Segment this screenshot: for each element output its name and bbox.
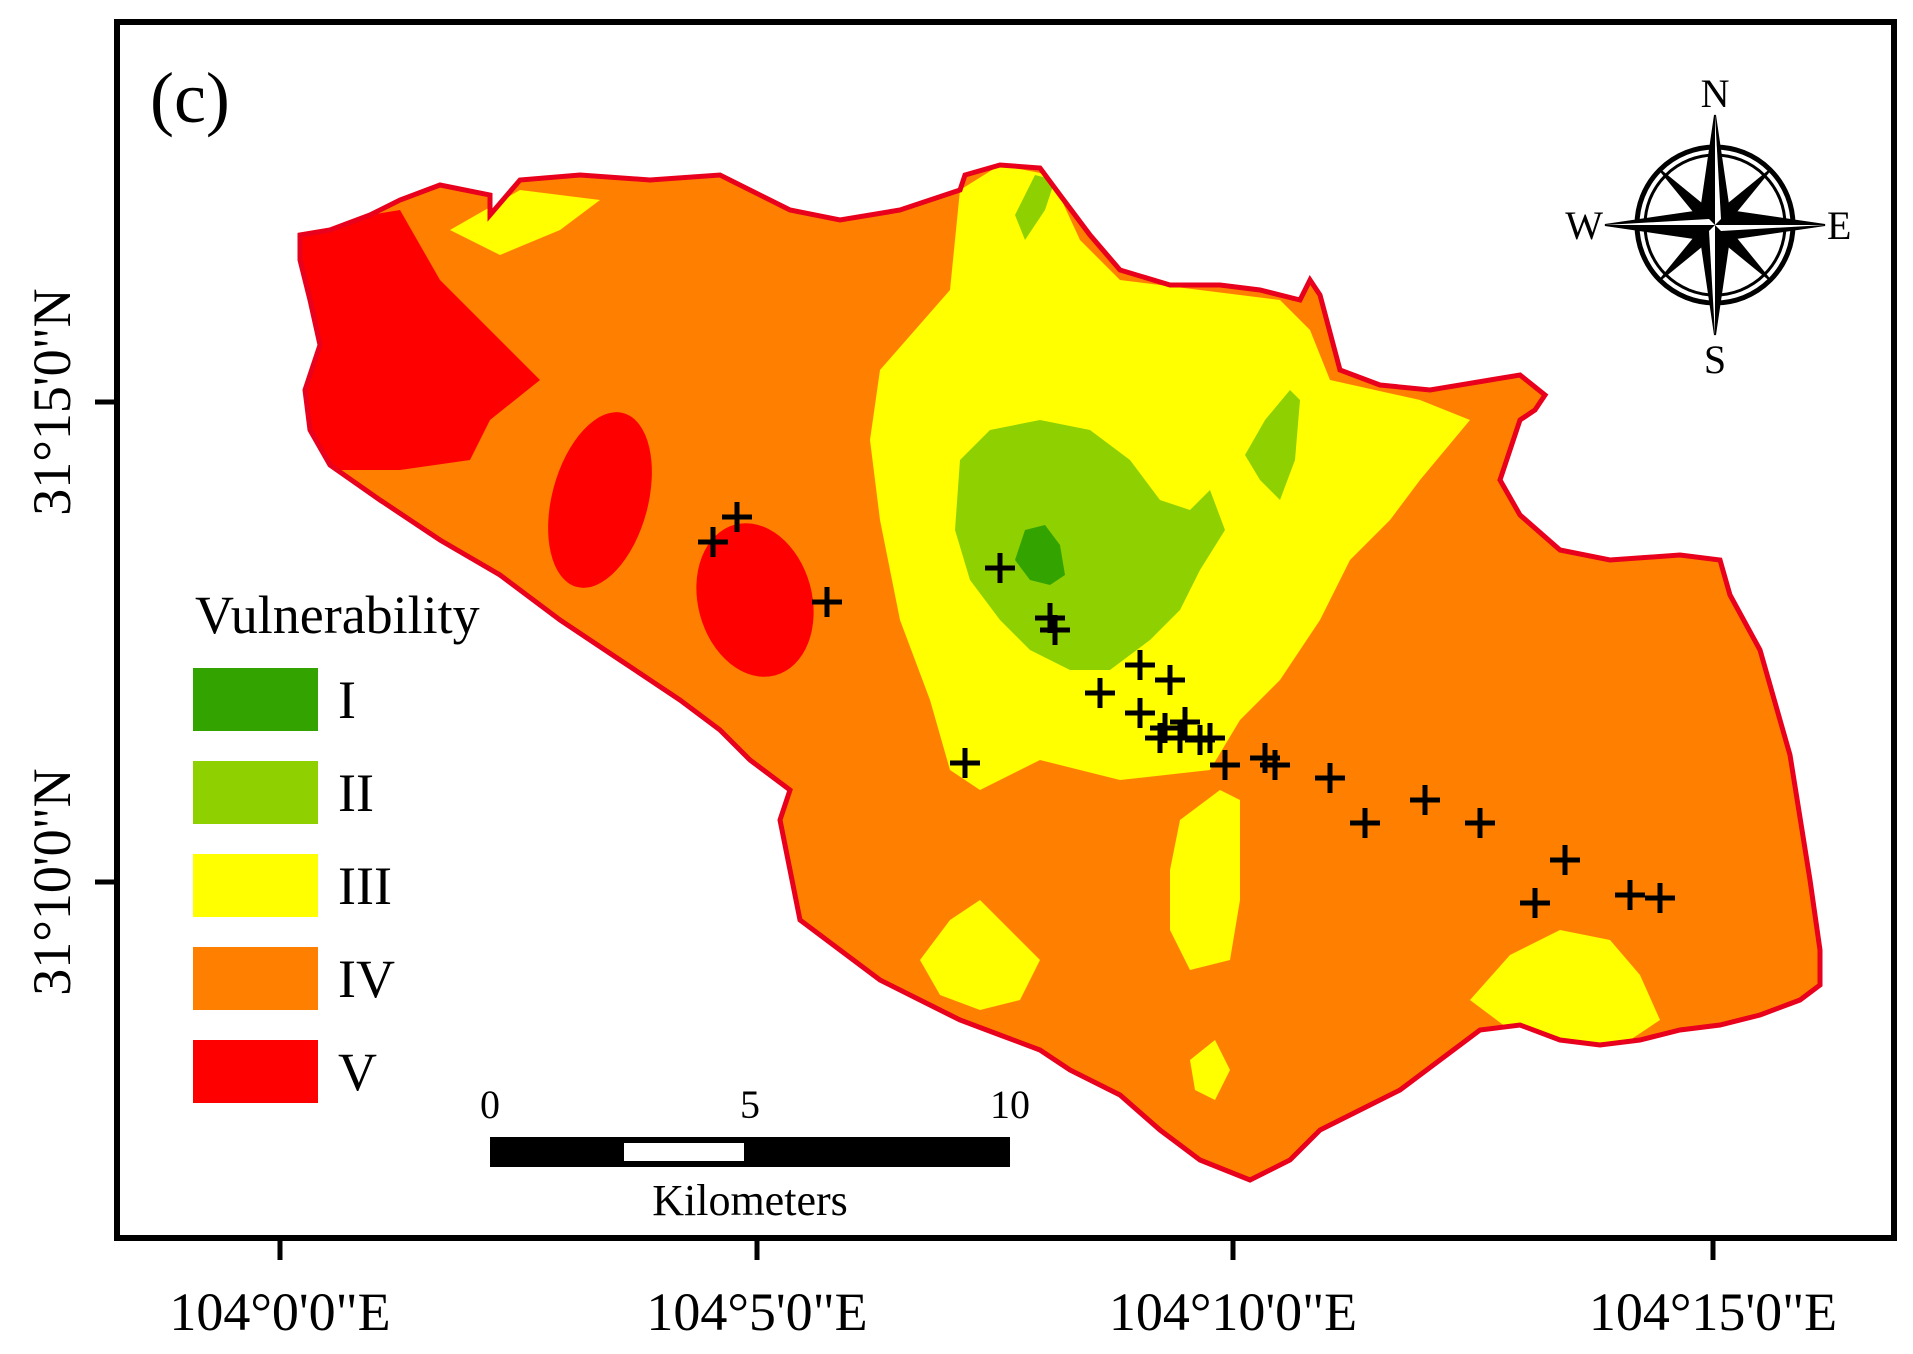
panel-label: (c) <box>150 58 230 138</box>
sample-point <box>1040 615 1070 645</box>
lat-label-2: 31°10'0"N <box>22 768 82 995</box>
sample-point <box>1210 750 1240 780</box>
zone-class-v-ring <box>548 412 652 588</box>
legend-label-iv: IV <box>338 949 395 1009</box>
zone-class-iii-south-strip <box>1170 790 1240 970</box>
sample-point <box>1315 763 1345 793</box>
sample-point <box>1645 883 1675 913</box>
scale-tick-5: 5 <box>740 1082 760 1127</box>
scale-tick-10: 10 <box>990 1082 1030 1127</box>
zone-class-ii-center <box>955 420 1225 670</box>
zone-class-iii-southwest <box>920 900 1040 1010</box>
scale-unit-label: Kilometers <box>652 1176 848 1225</box>
sample-point <box>985 553 1015 583</box>
map-frame <box>114 19 1897 1241</box>
sample-point <box>1125 698 1155 728</box>
compass-star-highlight-n <box>1715 115 1721 225</box>
lon-label-4: 104°15'0"E <box>1589 1282 1837 1342</box>
legend-swatch-ii <box>193 761 318 824</box>
sample-point <box>1520 888 1550 918</box>
sample-point <box>950 748 980 778</box>
compass-star-highlight-s <box>1709 225 1715 335</box>
legend-label-i: I <box>338 670 356 730</box>
lat-label-1: 31°15'0"N <box>22 288 82 515</box>
sample-point <box>1170 707 1200 737</box>
zone-class-v-west <box>300 210 540 470</box>
zone-class-ii-northeast <box>1245 390 1300 500</box>
sample-point <box>722 502 752 532</box>
sample-point <box>1085 678 1115 708</box>
legend-label-v: V <box>338 1042 377 1102</box>
sample-point <box>1185 725 1215 755</box>
legend-title: Vulnerability <box>195 585 480 645</box>
zone-class-iii-southeast <box>1470 930 1660 1045</box>
scale-tick-0: 0 <box>480 1082 500 1127</box>
sample-point <box>1350 808 1380 838</box>
scale-bar: 0 5 10 Kilometers <box>480 1082 1030 1225</box>
zone-class-i-core <box>1015 525 1065 585</box>
zone-class-v-oval <box>696 523 814 677</box>
zone-class-iii-north <box>450 190 600 255</box>
legend-swatch-iii <box>193 854 318 917</box>
sample-point <box>1465 808 1495 838</box>
zone-class-ii-north <box>1015 175 1055 240</box>
sample-point <box>1410 785 1440 815</box>
compass-star-highlight-w <box>1605 219 1715 225</box>
sample-point <box>1260 750 1290 780</box>
compass-south: S <box>1704 337 1726 382</box>
legend-label-ii: II <box>338 763 374 823</box>
sample-point <box>1155 665 1185 695</box>
legend-label-iii: III <box>338 856 392 916</box>
study-region <box>300 165 1820 1180</box>
compass-star-highlight-e <box>1715 225 1825 231</box>
sample-point <box>1550 845 1580 875</box>
zone-class-iii-south-small <box>1190 1040 1230 1100</box>
legend-swatch-i <box>193 668 318 731</box>
legend-swatch-v <box>193 1040 318 1103</box>
lon-label-3: 104°10'0"E <box>1109 1282 1357 1342</box>
sample-point <box>812 587 842 617</box>
sample-point <box>1145 723 1175 753</box>
sample-point <box>698 527 728 557</box>
north-arrow-compass: N S E W <box>1565 71 1851 382</box>
compass-north: N <box>1701 71 1730 116</box>
sample-point <box>1125 650 1155 680</box>
lon-label-1: 104°0'0"E <box>169 1282 390 1342</box>
scale-bar-white-segment <box>624 1143 744 1161</box>
lon-label-2: 104°5'0"E <box>646 1282 867 1342</box>
axes <box>95 399 1716 1260</box>
scale-bar-frame <box>490 1137 1010 1167</box>
compass-west: W <box>1565 203 1603 248</box>
legend-swatch-iv <box>193 947 318 1010</box>
compass-east: E <box>1827 203 1851 248</box>
sample-points <box>698 502 1675 918</box>
sample-point <box>1615 880 1645 910</box>
